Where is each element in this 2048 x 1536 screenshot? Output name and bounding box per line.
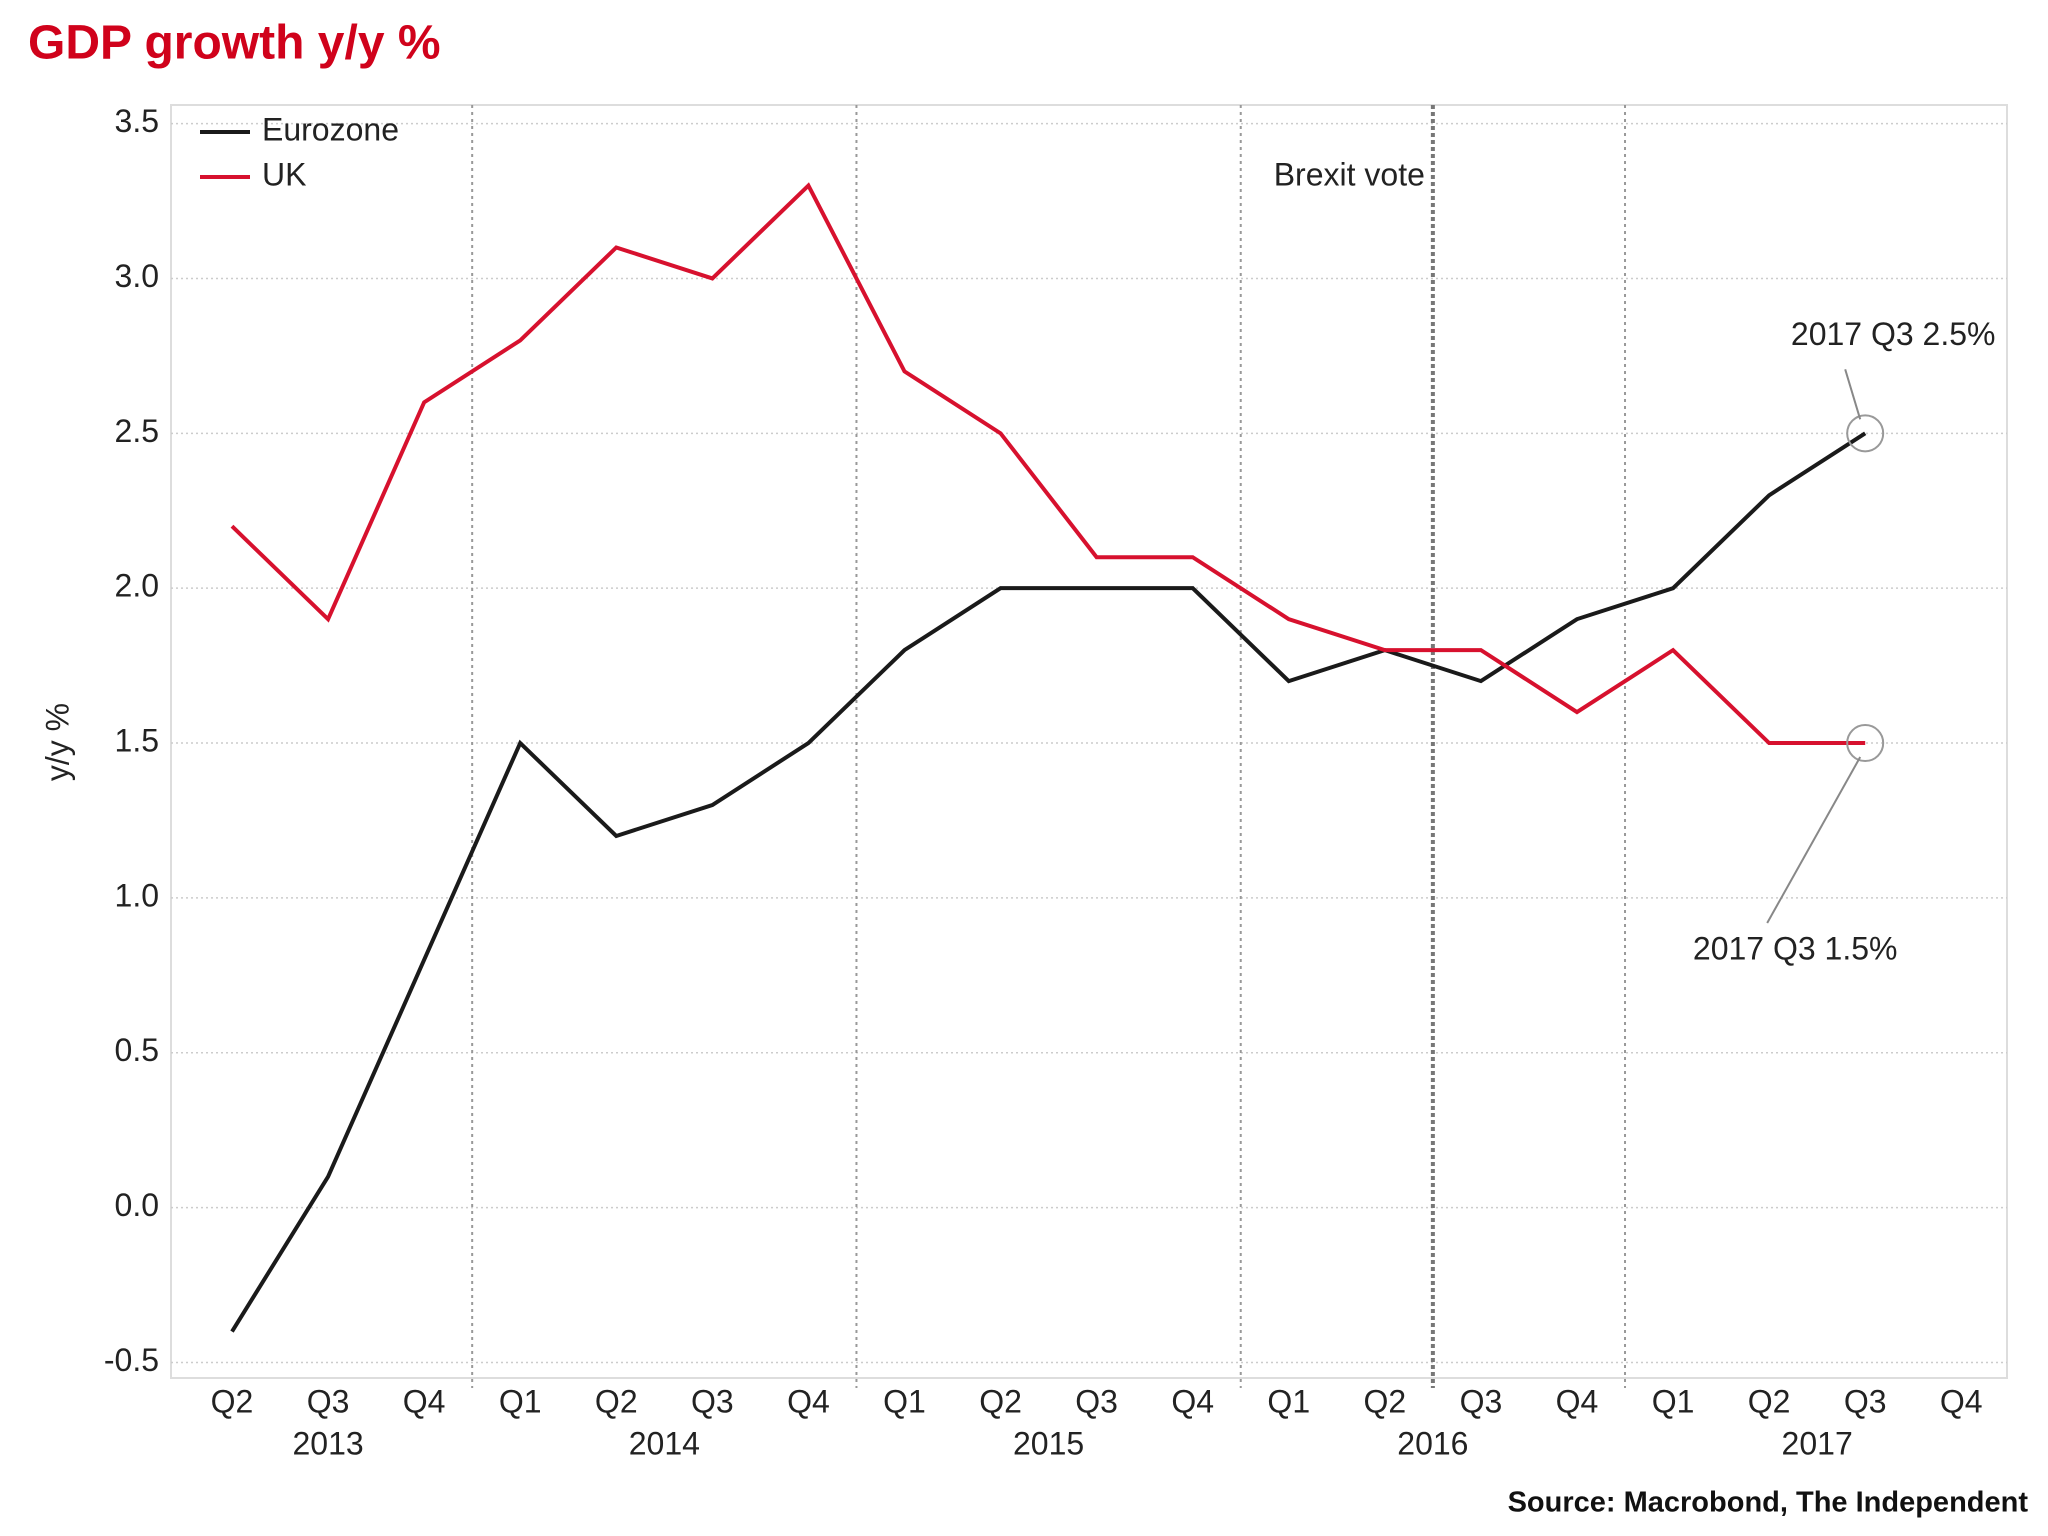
x-tick-label: Q1 — [499, 1383, 542, 1419]
x-tick-label: Q4 — [1940, 1383, 1983, 1419]
y-tick-label: 3.0 — [115, 258, 159, 294]
y-tick-label: 0.5 — [115, 1032, 159, 1068]
x-tick-label: Q1 — [1652, 1383, 1695, 1419]
event-label: Brexit vote — [1274, 156, 1425, 192]
series-line — [230, 431, 1867, 1333]
x-tick-label: Q1 — [883, 1383, 926, 1419]
x-tick-label: Q2 — [979, 1383, 1022, 1419]
callout-circle — [1846, 724, 1885, 763]
x-tick-label: Q3 — [307, 1383, 350, 1419]
legend-label: Eurozone — [262, 111, 399, 147]
callout-leader — [1766, 756, 1862, 924]
y-tick-label: 3.5 — [115, 103, 159, 139]
y-tick-label: 1.5 — [115, 723, 159, 759]
y-tick-label: 1.0 — [115, 877, 159, 913]
year-label: 2013 — [292, 1425, 363, 1461]
y-axis-label: y/y % — [39, 703, 75, 781]
x-tick-label: Q2 — [1363, 1383, 1406, 1419]
x-tick-label: Q2 — [211, 1383, 254, 1419]
x-tick-label: Q1 — [1267, 1383, 1310, 1419]
x-tick-label: Q3 — [1075, 1383, 1118, 1419]
source: Source: Macrobond, The Independent — [1508, 1487, 2029, 1519]
y-tick-label: 2.0 — [115, 568, 159, 604]
callout-label: 2017 Q3 2.5% — [1791, 316, 1996, 352]
x-tick-label: Q4 — [1171, 1383, 1214, 1419]
y-tick-label: 2.5 — [115, 413, 159, 449]
y-tick-label: 0.0 — [115, 1187, 159, 1223]
year-label: 2017 — [1782, 1425, 1853, 1461]
year-label: 2015 — [1013, 1425, 1084, 1461]
x-tick-label: Q4 — [403, 1383, 446, 1419]
callout-leader — [1844, 369, 1862, 420]
callout-label: 2017 Q3 1.5% — [1693, 931, 1898, 967]
plot-frame — [170, 104, 2008, 1379]
x-tick-label: Q3 — [1844, 1383, 1887, 1419]
y-tick-label: -0.5 — [104, 1342, 159, 1378]
x-tick-label: Q3 — [691, 1383, 734, 1419]
x-tick-label: Q2 — [595, 1383, 638, 1419]
x-tick-label: Q3 — [1460, 1383, 1503, 1419]
chart-title: GDP growth y/y % — [28, 17, 441, 70]
x-tick-label: Q4 — [787, 1383, 830, 1419]
x-tick-label: Q2 — [1748, 1383, 1791, 1419]
series-line — [230, 182, 1866, 746]
year-label: 2014 — [629, 1425, 700, 1461]
year-label: 2016 — [1397, 1425, 1468, 1461]
x-tick-label: Q4 — [1556, 1383, 1599, 1419]
legend-label: UK — [262, 156, 306, 192]
callout-circle — [1846, 414, 1885, 453]
